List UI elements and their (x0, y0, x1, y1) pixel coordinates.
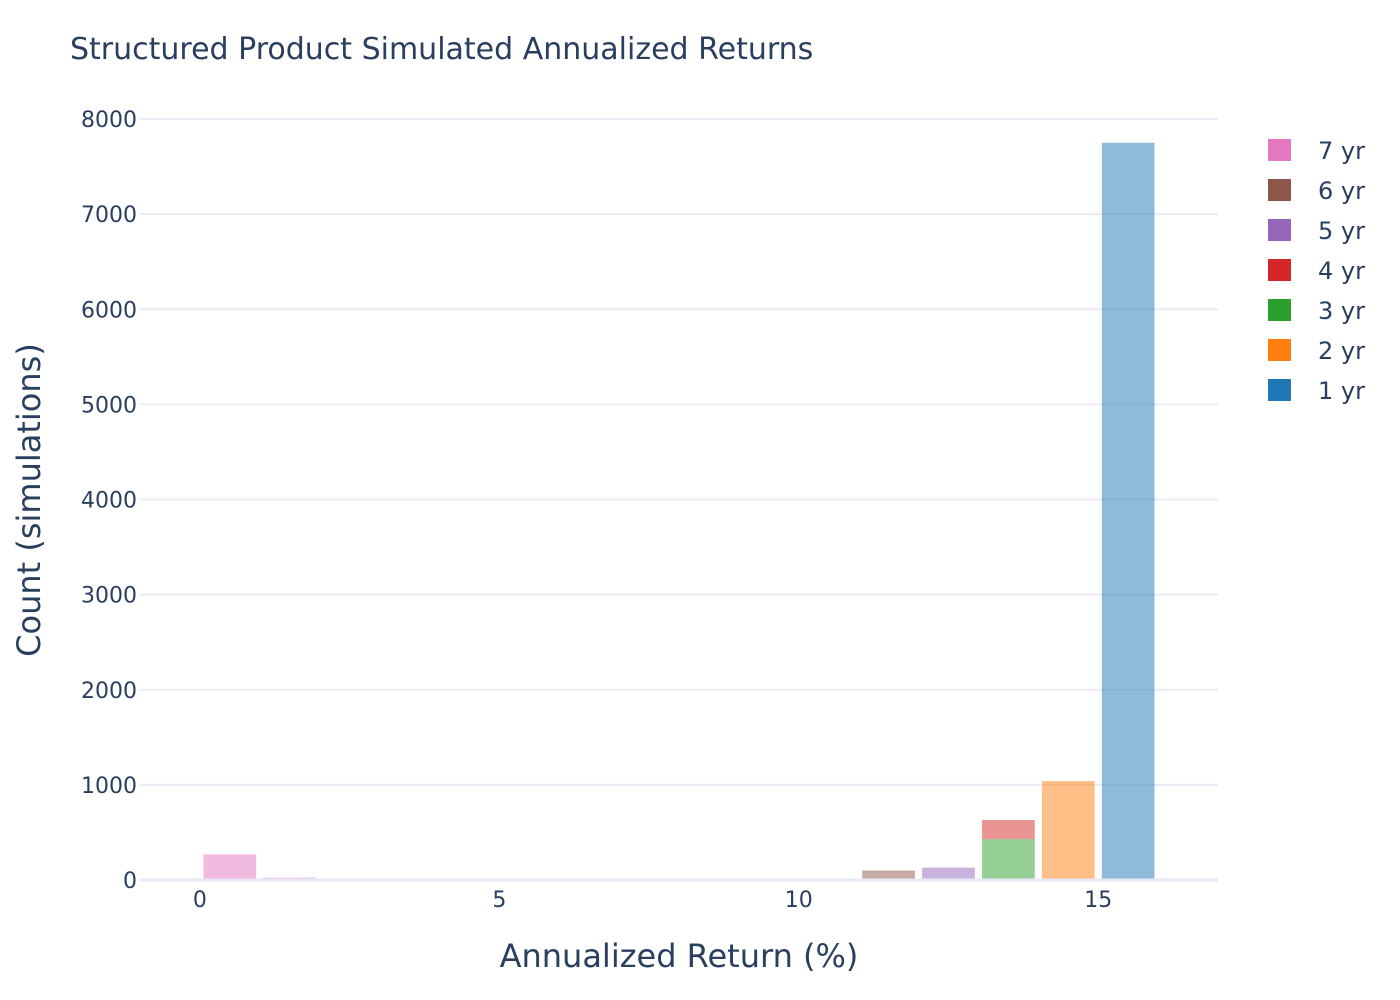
y-tick-label: 0 (123, 869, 137, 894)
bar-5-yr (922, 867, 975, 880)
bar-6-yr (862, 870, 915, 880)
x-tick-label: 15 (1084, 888, 1112, 913)
y-tick-label: 6000 (81, 298, 137, 323)
chart-title: Structured Product Simulated Annualized … (70, 32, 813, 67)
legend-label: 1 yr (1318, 377, 1365, 405)
legend-item[interactable]: 2 yr (1268, 337, 1365, 365)
legend-swatch (1268, 339, 1291, 361)
legend-label: 5 yr (1318, 217, 1365, 245)
legend-label: 6 yr (1318, 177, 1365, 205)
axes: 0 1000 2000 3000 4000 5000 6000 7000 8000 0 5 10 15 (81, 108, 1218, 913)
legend-swatch (1268, 379, 1291, 401)
y-axis-title: Count (simulations) (10, 343, 48, 657)
legend-item[interactable]: 4 yr (1268, 257, 1365, 285)
legend-item[interactable]: 7 yr (1268, 137, 1365, 165)
legend-item[interactable]: 3 yr (1268, 297, 1365, 325)
legend-label: 2 yr (1318, 337, 1365, 365)
grid-lines (140, 118, 1218, 786)
legend: 7 yr 6 yr 5 yr 4 yr 3 yr 2 yr 1 yr (1268, 137, 1365, 405)
legend-item[interactable]: 6 yr (1268, 177, 1365, 205)
bar-2-yr (1041, 781, 1095, 880)
legend-swatch (1268, 299, 1291, 321)
x-axis-title: Annualized Return (%) (500, 937, 859, 975)
bar-3-yr (982, 839, 1035, 880)
legend-item[interactable]: 1 yr (1268, 377, 1365, 405)
y-tick-label: 1000 (81, 774, 137, 799)
x-tick-label: 5 (492, 888, 506, 913)
legend-swatch (1268, 179, 1291, 201)
bars (203, 142, 1155, 880)
legend-label: 4 yr (1318, 257, 1365, 285)
y-tick-label: 4000 (81, 489, 137, 514)
y-tick-label: 5000 (81, 393, 137, 418)
y-tick-label: 2000 (81, 679, 137, 704)
legend-swatch (1268, 139, 1291, 161)
legend-label: 7 yr (1318, 137, 1365, 165)
y-tick-label: 8000 (81, 108, 137, 133)
legend-item[interactable]: 5 yr (1268, 217, 1365, 245)
legend-swatch (1268, 259, 1291, 281)
y-tick-label: 7000 (81, 203, 137, 228)
x-tick-label: 10 (785, 888, 813, 913)
y-tick-label: 3000 (81, 584, 137, 609)
x-tick-label: 0 (193, 888, 207, 913)
bar-7-yr (203, 854, 257, 880)
legend-label: 3 yr (1318, 297, 1365, 325)
bar-4-yr (982, 820, 1035, 840)
bar-1-yr (1101, 142, 1155, 880)
legend-swatch (1268, 219, 1291, 241)
